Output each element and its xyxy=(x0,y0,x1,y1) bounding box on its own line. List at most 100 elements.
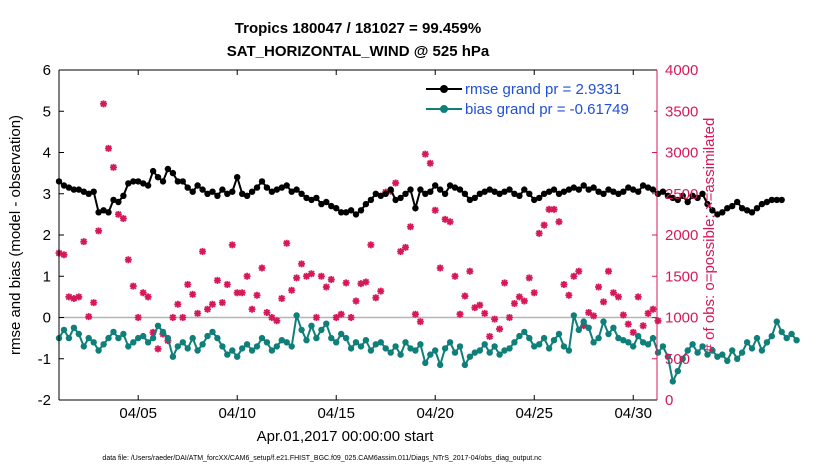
rmse-point xyxy=(90,188,97,195)
rmse-point xyxy=(704,200,711,208)
bias-point xyxy=(491,343,498,350)
obs-point xyxy=(476,301,484,309)
bias-point xyxy=(709,347,716,354)
bias-point xyxy=(516,332,523,340)
obs-point xyxy=(431,206,439,214)
obs-point xyxy=(426,159,434,167)
bias-point xyxy=(115,334,122,342)
rmse-point xyxy=(506,186,513,193)
bias-point xyxy=(664,353,672,360)
obs-point xyxy=(273,317,281,325)
rmse-point xyxy=(669,194,676,202)
rmse-point xyxy=(550,186,558,193)
rmse-point xyxy=(649,186,657,193)
rmse-point xyxy=(392,196,399,204)
obs-point xyxy=(253,291,261,299)
obs-point xyxy=(248,305,256,313)
rmse-point xyxy=(476,190,483,197)
legend-bias-label: bias grand pr = -0.61749 xyxy=(465,101,629,118)
bias-point xyxy=(402,339,409,346)
rmse-point xyxy=(689,192,696,199)
rmse-point xyxy=(333,205,340,212)
bias-point xyxy=(590,339,597,346)
obs-point xyxy=(312,314,320,321)
rmse-point xyxy=(743,207,751,214)
bias-point xyxy=(605,330,612,338)
bias-point xyxy=(135,334,142,342)
rmse-point xyxy=(382,190,389,197)
bias-point xyxy=(328,334,335,342)
rmse-point xyxy=(283,182,290,189)
obs-point xyxy=(600,298,608,306)
x-tick-label: 04/15 xyxy=(317,405,355,422)
bias-point xyxy=(159,328,167,336)
obs-point xyxy=(481,309,489,317)
rmse-point xyxy=(159,178,167,185)
y-left-tick-label: 1 xyxy=(43,268,51,285)
rmse-point xyxy=(149,167,157,175)
rmse-point xyxy=(753,205,761,212)
rmse-point xyxy=(600,190,607,197)
obs-point xyxy=(60,251,68,259)
rmse-point xyxy=(412,205,419,212)
bias-point xyxy=(654,349,662,356)
rmse-point xyxy=(590,184,597,191)
obs-point xyxy=(614,293,622,301)
obs-point xyxy=(595,283,603,291)
rmse-point xyxy=(719,209,726,216)
bias-point xyxy=(278,337,285,344)
bias-point xyxy=(263,339,271,346)
obs-point xyxy=(317,272,325,280)
rmse-point xyxy=(258,178,266,185)
bias-point xyxy=(258,334,266,342)
x-axis-label: Apr.01,2017 00:00:00 start xyxy=(257,428,435,445)
rmse-point xyxy=(234,174,241,181)
bias-point xyxy=(699,343,706,350)
obs-point xyxy=(327,276,335,284)
bias-point xyxy=(110,328,117,336)
bias-point xyxy=(382,345,389,352)
rmse-point xyxy=(125,180,132,187)
bias-point xyxy=(545,345,553,352)
rmse-point xyxy=(70,186,78,193)
rmse-point xyxy=(486,186,493,193)
obs-point xyxy=(372,294,380,302)
obs-point xyxy=(208,300,216,308)
bias-point xyxy=(704,351,711,358)
bias-point xyxy=(234,353,241,360)
obs-point xyxy=(332,314,340,321)
rmse-point xyxy=(179,178,186,185)
bias-point xyxy=(95,347,102,354)
bias-point xyxy=(615,334,622,342)
bias-point xyxy=(684,347,691,354)
rmse-point xyxy=(253,184,261,191)
rmse-point xyxy=(654,190,662,197)
y-left-tick-label: 6 xyxy=(43,62,51,79)
legend-box xyxy=(420,76,654,120)
rmse-point xyxy=(357,207,365,214)
rmse-point xyxy=(402,190,409,197)
bias-point xyxy=(432,347,439,354)
bias-point xyxy=(748,345,756,352)
y-right-tick-label: 1000 xyxy=(665,310,698,327)
rmse-point xyxy=(95,209,102,216)
bias-point xyxy=(149,334,157,342)
rmse-point xyxy=(615,190,622,197)
obs-point xyxy=(520,297,528,305)
obs-point xyxy=(436,264,444,272)
rmse-point xyxy=(229,188,236,195)
rmse-point xyxy=(407,186,414,193)
rmse-point xyxy=(659,188,667,195)
bias-point xyxy=(333,339,340,346)
bias-point xyxy=(85,334,92,342)
bias-point xyxy=(674,367,681,375)
obs-point xyxy=(451,272,459,280)
bias-point xyxy=(481,341,488,348)
obs-point xyxy=(501,279,509,287)
obs-point xyxy=(75,293,83,301)
bias-point xyxy=(367,347,375,354)
obs-point xyxy=(268,314,276,321)
bias-point xyxy=(620,337,627,344)
obs-point xyxy=(90,299,98,307)
bias-point xyxy=(560,343,568,350)
